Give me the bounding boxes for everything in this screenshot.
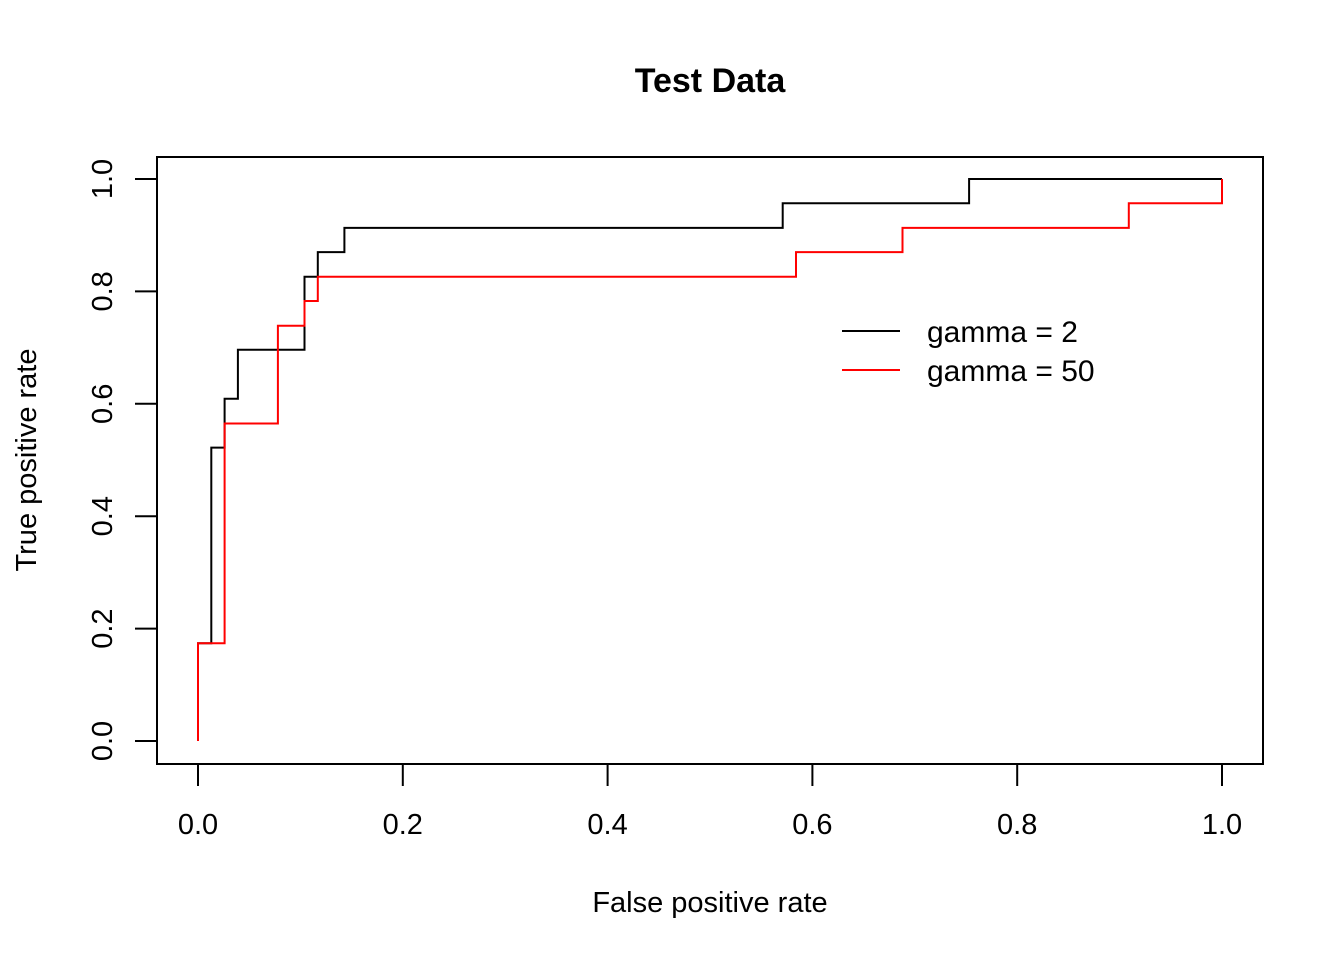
- x-tick-label: 0.2: [383, 809, 423, 841]
- plot-frame: [156, 156, 1264, 765]
- legend-label-1: gamma = 50: [927, 355, 1095, 388]
- x-axis: 0.0 0.2 0.4 0.6 0.8 1.0: [178, 764, 1242, 841]
- legend: gamma = 2 gamma = 50: [842, 316, 1095, 388]
- y-tick-label: 0.6: [87, 384, 119, 424]
- y-tick-label: 0.8: [87, 271, 119, 311]
- x-tick-label: 1.0: [1202, 809, 1242, 841]
- y-axis: 0.0 0.2 0.4 0.6 0.8 1.0: [87, 159, 157, 761]
- series-line-1: [197, 179, 1223, 741]
- y-tick-label: 0.2: [87, 608, 119, 648]
- y-axis-label: True positive rate: [11, 349, 43, 572]
- x-tick-label: 0.8: [997, 809, 1037, 841]
- x-axis-label: False positive rate: [592, 887, 827, 919]
- x-tick-label: 0.6: [792, 809, 832, 841]
- y-tick-label: 0.0: [87, 721, 119, 761]
- y-tick-label: 0.4: [87, 496, 119, 536]
- x-tick-label: 0.0: [178, 809, 218, 841]
- x-tick-label: 0.4: [587, 809, 627, 841]
- chart-title: Test Data: [635, 62, 787, 100]
- y-tick-label: 1.0: [87, 159, 119, 199]
- series-layer: [197, 178, 1223, 741]
- series-line-0: [197, 178, 1222, 741]
- legend-label-0: gamma = 2: [927, 316, 1078, 349]
